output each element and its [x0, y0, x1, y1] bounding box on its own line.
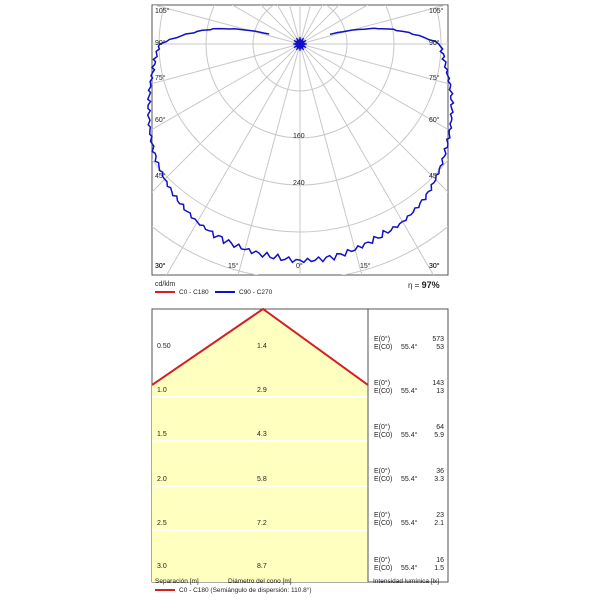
- row-e0-value: 36: [436, 468, 444, 475]
- row-ec-value: 53: [436, 344, 444, 351]
- angle-label-right: 30°: [429, 263, 440, 270]
- row-separation: 2.5: [157, 520, 167, 527]
- angle-label-left: 60°: [155, 117, 166, 124]
- row-ec-angle: 55.4°: [401, 432, 418, 439]
- row-e0-label: E(0°): [374, 512, 391, 519]
- grid-spoke: [152, 43, 301, 85]
- angle-label-left: 105°: [155, 8, 170, 15]
- series-c90-c270-line: [146, 27, 455, 264]
- angle-label-left: 30°: [155, 263, 166, 270]
- angle-label-bottom: 15°: [228, 263, 239, 270]
- row-separation: 0.50: [157, 343, 171, 350]
- angle-label-right: 45°: [429, 173, 440, 180]
- row-e0-label: E(0°): [374, 468, 391, 475]
- angle-label-bottom: 30°: [155, 263, 166, 270]
- row-diameter: 8.7: [257, 563, 267, 570]
- grid-spoke: [299, 5, 448, 45]
- row-ec-angle: 55.4°: [401, 344, 418, 351]
- cone-legend: C0 - C180 (Semiángulo de dispersión: 110…: [155, 587, 312, 594]
- row-diameter: 5.8: [257, 476, 267, 483]
- grid-spoke: [237, 43, 301, 275]
- cone-edge-line: [151, 307, 369, 386]
- row-ec-angle: 55.4°: [401, 476, 418, 483]
- row-ec-value: 3.3: [434, 476, 444, 483]
- row-e0-label: E(0°): [374, 336, 391, 343]
- grid-spoke: [299, 43, 448, 85]
- footer-diameter: Diámetro del cono [m]: [228, 578, 292, 585]
- row-ec-value: 2.1: [434, 520, 444, 527]
- row-e0-value: 64: [436, 424, 444, 431]
- cone-legend-text: C0 - C180 (Semiángulo de dispersión: 110…: [179, 587, 312, 594]
- unit-label: cd/klm: [155, 281, 176, 288]
- grid-spoke: [299, 43, 448, 131]
- legend-line-red: [155, 291, 175, 294]
- cone-fill-top: [152, 309, 368, 385]
- legend-series-1-name: C0 - C180: [179, 289, 209, 296]
- grid-spoke: [152, 43, 301, 193]
- grid-spoke: [299, 43, 363, 275]
- angle-label-right: 75°: [429, 75, 440, 82]
- row-e0-value: 16: [436, 557, 444, 564]
- row-e0-label: E(0°): [374, 380, 391, 387]
- radial-label: 240: [293, 180, 305, 187]
- footer-separation: Separación [m]: [155, 578, 199, 585]
- radial-label: 160: [293, 133, 305, 140]
- row-e0-value: 23: [436, 512, 444, 519]
- row-e0-value: 143: [432, 380, 444, 387]
- legend-series-2: C90 - C270: [215, 289, 272, 296]
- grid-spoke: [166, 43, 301, 275]
- row-ec-value: 1.5: [434, 565, 444, 572]
- footer-intensity: Intensidad lumínica [lx]: [373, 578, 440, 585]
- row-ec-label: E(C0): [374, 344, 393, 351]
- row-ec-value: 13: [436, 388, 444, 395]
- angle-label-bottom: 0°: [296, 263, 303, 270]
- legend-line-blue: [215, 291, 235, 294]
- angle-label-right: 105°: [429, 8, 444, 15]
- angle-label-left: 90°: [155, 40, 166, 47]
- luminaire-marker: [292, 36, 308, 52]
- row-ec-label: E(C0): [374, 388, 393, 395]
- row-ec-label: E(C0): [374, 565, 393, 572]
- row-ec-label: E(C0): [374, 476, 393, 483]
- row-ec-angle: 55.4°: [401, 565, 418, 572]
- grid-spoke: [299, 43, 448, 193]
- row-ec-label: E(C0): [374, 432, 393, 439]
- row-diameter: 4.3: [257, 431, 267, 438]
- efficiency-label: η =: [408, 281, 420, 290]
- row-e0-value: 573: [432, 336, 444, 343]
- angle-label-left: 45°: [155, 173, 166, 180]
- cone-legend-line: [155, 589, 175, 592]
- legend-series-2-name: C90 - C270: [239, 289, 273, 296]
- efficiency: η = 97%: [408, 280, 440, 290]
- cone-fill-body: [152, 385, 368, 582]
- row-separation: 3.0: [157, 563, 167, 570]
- row-separation: 2.0: [157, 476, 167, 483]
- polar-curve: [146, 27, 455, 264]
- row-ec-value: 5.9: [434, 432, 444, 439]
- angle-label-bottom: 15°: [360, 263, 371, 270]
- grid-spoke: [152, 5, 301, 45]
- row-separation: 1.0: [157, 387, 167, 394]
- grid-spoke: [231, 5, 301, 45]
- grid-spoke: [152, 43, 301, 131]
- row-ec-angle: 55.4°: [401, 388, 418, 395]
- row-diameter: 2.9: [257, 387, 267, 394]
- grid-spoke: [299, 43, 434, 275]
- angle-label-bottom: 30°: [429, 263, 440, 270]
- row-diameter: 1.4: [257, 343, 267, 350]
- row-ec-angle: 55.4°: [401, 520, 418, 527]
- grid-spoke: [299, 5, 369, 45]
- angle-label-left: 75°: [155, 75, 166, 82]
- angle-label-right: 60°: [429, 117, 440, 124]
- row-ec-label: E(C0): [374, 520, 393, 527]
- row-diameter: 7.2: [257, 520, 267, 527]
- legend-series-1: C0 - C180: [155, 289, 209, 296]
- efficiency-value: 97%: [421, 280, 440, 290]
- row-e0-label: E(0°): [374, 557, 391, 564]
- row-separation: 1.5: [157, 431, 167, 438]
- angle-label-right: 90°: [429, 40, 440, 47]
- row-e0-label: E(0°): [374, 424, 391, 431]
